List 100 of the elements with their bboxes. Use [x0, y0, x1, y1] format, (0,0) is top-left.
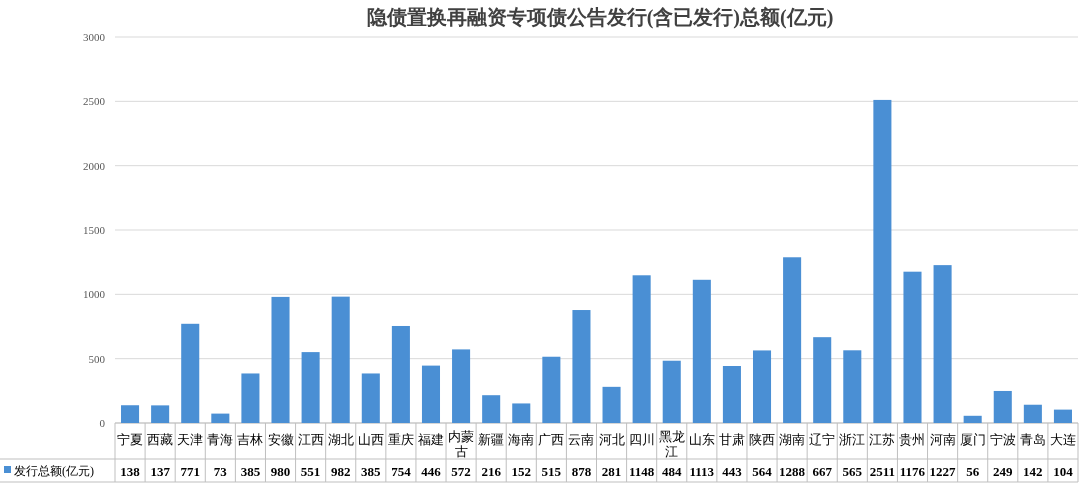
bar: [752, 350, 772, 423]
bar: [482, 395, 501, 423]
x-tick-label: 吉林: [237, 432, 264, 447]
x-tick-label: 四川: [628, 432, 655, 447]
bar: [542, 356, 561, 423]
y-tick-label: 1500: [83, 224, 106, 236]
bar: [241, 373, 260, 423]
bar: [331, 296, 350, 423]
x-tick-label: 内蒙古: [448, 429, 475, 459]
x-tick-label: 陕西: [749, 432, 776, 447]
x-tick-label: 安徽: [267, 432, 294, 447]
data-label: 980: [270, 464, 291, 479]
bar: [933, 265, 952, 423]
x-tick-label: 河北: [598, 432, 625, 447]
data-label: 142: [1023, 464, 1043, 479]
x-tick-label: 青海: [207, 432, 234, 447]
x-tick-label: 甘肃: [718, 432, 745, 447]
data-label: 446: [421, 464, 442, 479]
x-tick-label: 青岛: [1019, 432, 1046, 447]
data-label: 138: [120, 464, 141, 479]
x-tick-label: 广西: [538, 432, 565, 447]
bar: [843, 350, 862, 423]
y-tick-label: 2000: [83, 159, 106, 172]
data-label: 281: [601, 464, 622, 479]
data-label: 484: [661, 464, 682, 479]
data-label: 152: [511, 464, 532, 479]
x-tick-label: 新疆: [478, 432, 505, 447]
x-tick-label: 海南: [508, 432, 535, 447]
x-tick-label: 贵州: [899, 432, 926, 447]
data-label: 385: [361, 464, 382, 479]
bar: [903, 271, 922, 423]
data-label: 385: [240, 464, 261, 479]
y-tick-label: 0: [99, 417, 106, 429]
bar: [572, 310, 591, 423]
data-label: 878: [571, 464, 592, 479]
x-tick-label: 宁夏: [117, 432, 144, 447]
data-label: 572: [451, 464, 471, 479]
x-tick-label: 山西: [357, 432, 384, 447]
bar: [783, 257, 802, 423]
bar: [1023, 404, 1042, 423]
data-label: 1148: [628, 464, 655, 479]
legend-label: 发行总额(亿元): [14, 464, 94, 478]
data-label: 56: [966, 464, 980, 479]
x-tick-label: 浙江: [839, 432, 866, 447]
bar: [512, 403, 531, 423]
x-tick-label: 河南: [929, 432, 956, 447]
y-tick-label: 500: [88, 352, 106, 365]
bar: [813, 337, 832, 423]
bar: [963, 415, 982, 423]
data-label: 1113: [689, 464, 715, 479]
x-tick-label: 湖北: [327, 432, 354, 447]
data-label: 1288: [779, 464, 806, 479]
data-label: 137: [150, 464, 171, 479]
data-label: 1227: [929, 464, 957, 479]
data-label: 2511: [869, 464, 896, 479]
x-tick-label: 山东: [688, 432, 715, 447]
bar: [301, 352, 320, 423]
bar: [1053, 409, 1072, 423]
data-label: 249: [993, 464, 1014, 479]
data-label: 1176: [899, 464, 926, 479]
x-tick-label: 厦门: [959, 432, 986, 447]
data-label: 216: [481, 464, 502, 479]
y-tick-label: 3000: [83, 31, 106, 43]
data-label: 443: [722, 464, 743, 479]
y-tick-label: 1000: [83, 288, 106, 301]
bar: [211, 413, 230, 423]
bar: [151, 405, 170, 423]
x-tick-label: 江西: [297, 432, 324, 447]
x-tick-label: 湖南: [779, 432, 806, 447]
data-label: 73: [213, 464, 228, 479]
x-tick-label: 云南: [568, 432, 595, 447]
data-label: 667: [812, 464, 833, 479]
x-tick-label: 辽宁: [809, 432, 836, 447]
data-label: 564: [752, 464, 773, 479]
x-tick-label: 大连: [1049, 432, 1076, 447]
bar: [361, 373, 380, 423]
x-tick-label: 宁波: [989, 432, 1016, 447]
data-label: 104: [1053, 464, 1074, 479]
bar: [722, 366, 741, 423]
chart-title: 隐债置换再融资专项债公告发行(含已发行)总额(亿元): [366, 6, 834, 29]
x-tick-label: 江苏: [869, 432, 896, 447]
bar: [602, 386, 621, 423]
x-tick-label: 黑龙江: [658, 429, 685, 459]
bar: [121, 405, 140, 423]
x-tick-label: 重庆: [387, 432, 414, 447]
bar: [662, 360, 681, 423]
bar: [452, 349, 471, 423]
bar: [692, 279, 711, 423]
bar: [421, 365, 441, 423]
bar: [271, 296, 290, 423]
x-tick-label: 天津: [177, 432, 204, 447]
x-tick-label: 福建: [417, 432, 444, 447]
data-label: 551: [300, 464, 321, 479]
bar: [993, 390, 1012, 423]
x-tick-label: 西藏: [147, 432, 174, 447]
data-label: 754: [391, 464, 412, 479]
bar: [873, 99, 892, 423]
data-label: 982: [330, 464, 351, 479]
bar: [391, 325, 410, 423]
data-label: 515: [541, 464, 562, 479]
